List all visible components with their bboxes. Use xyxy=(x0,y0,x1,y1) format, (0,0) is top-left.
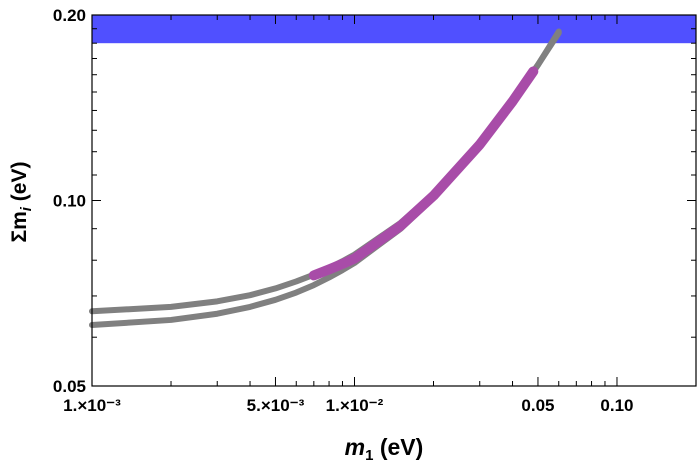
x-tick-label: 5.×10⁻³ xyxy=(247,396,305,415)
x-tick-label: 1.×10⁻² xyxy=(326,396,384,415)
x-axis-title-unit: (eV) xyxy=(373,434,423,460)
x-axis-title-sub: 1 xyxy=(365,447,373,462)
y-axis-title-unit: (eV) xyxy=(8,162,31,208)
x-axis-title-main: m xyxy=(345,434,365,460)
x-axis-title: m1 (eV) xyxy=(345,434,424,462)
x-tick-label: 0.05 xyxy=(521,396,554,415)
x-tick-label: 0.10 xyxy=(600,396,633,415)
ticks-layer xyxy=(91,14,697,387)
excluded-band-layer xyxy=(92,15,696,44)
y-tick-label: 0.20 xyxy=(53,6,86,25)
y-axis-title-main: Σm xyxy=(8,211,31,242)
y-tick-label: 0.10 xyxy=(53,192,86,211)
excluded-band xyxy=(92,15,696,44)
y-axis-title: Σmi (eV) xyxy=(8,162,35,243)
series-layer xyxy=(89,28,562,328)
y-axis-title-sub: i xyxy=(18,206,35,211)
tick-labels-layer: 1.×10⁻³ 5.×10⁻³ 1.×10⁻² 0.05 0.10 0.05 0.10 0.2… xyxy=(53,6,634,415)
x-tick-label: 1.×10⁻³ xyxy=(63,396,121,415)
y-tick-label: 0.05 xyxy=(53,377,86,396)
allowed-region-line xyxy=(308,66,539,281)
